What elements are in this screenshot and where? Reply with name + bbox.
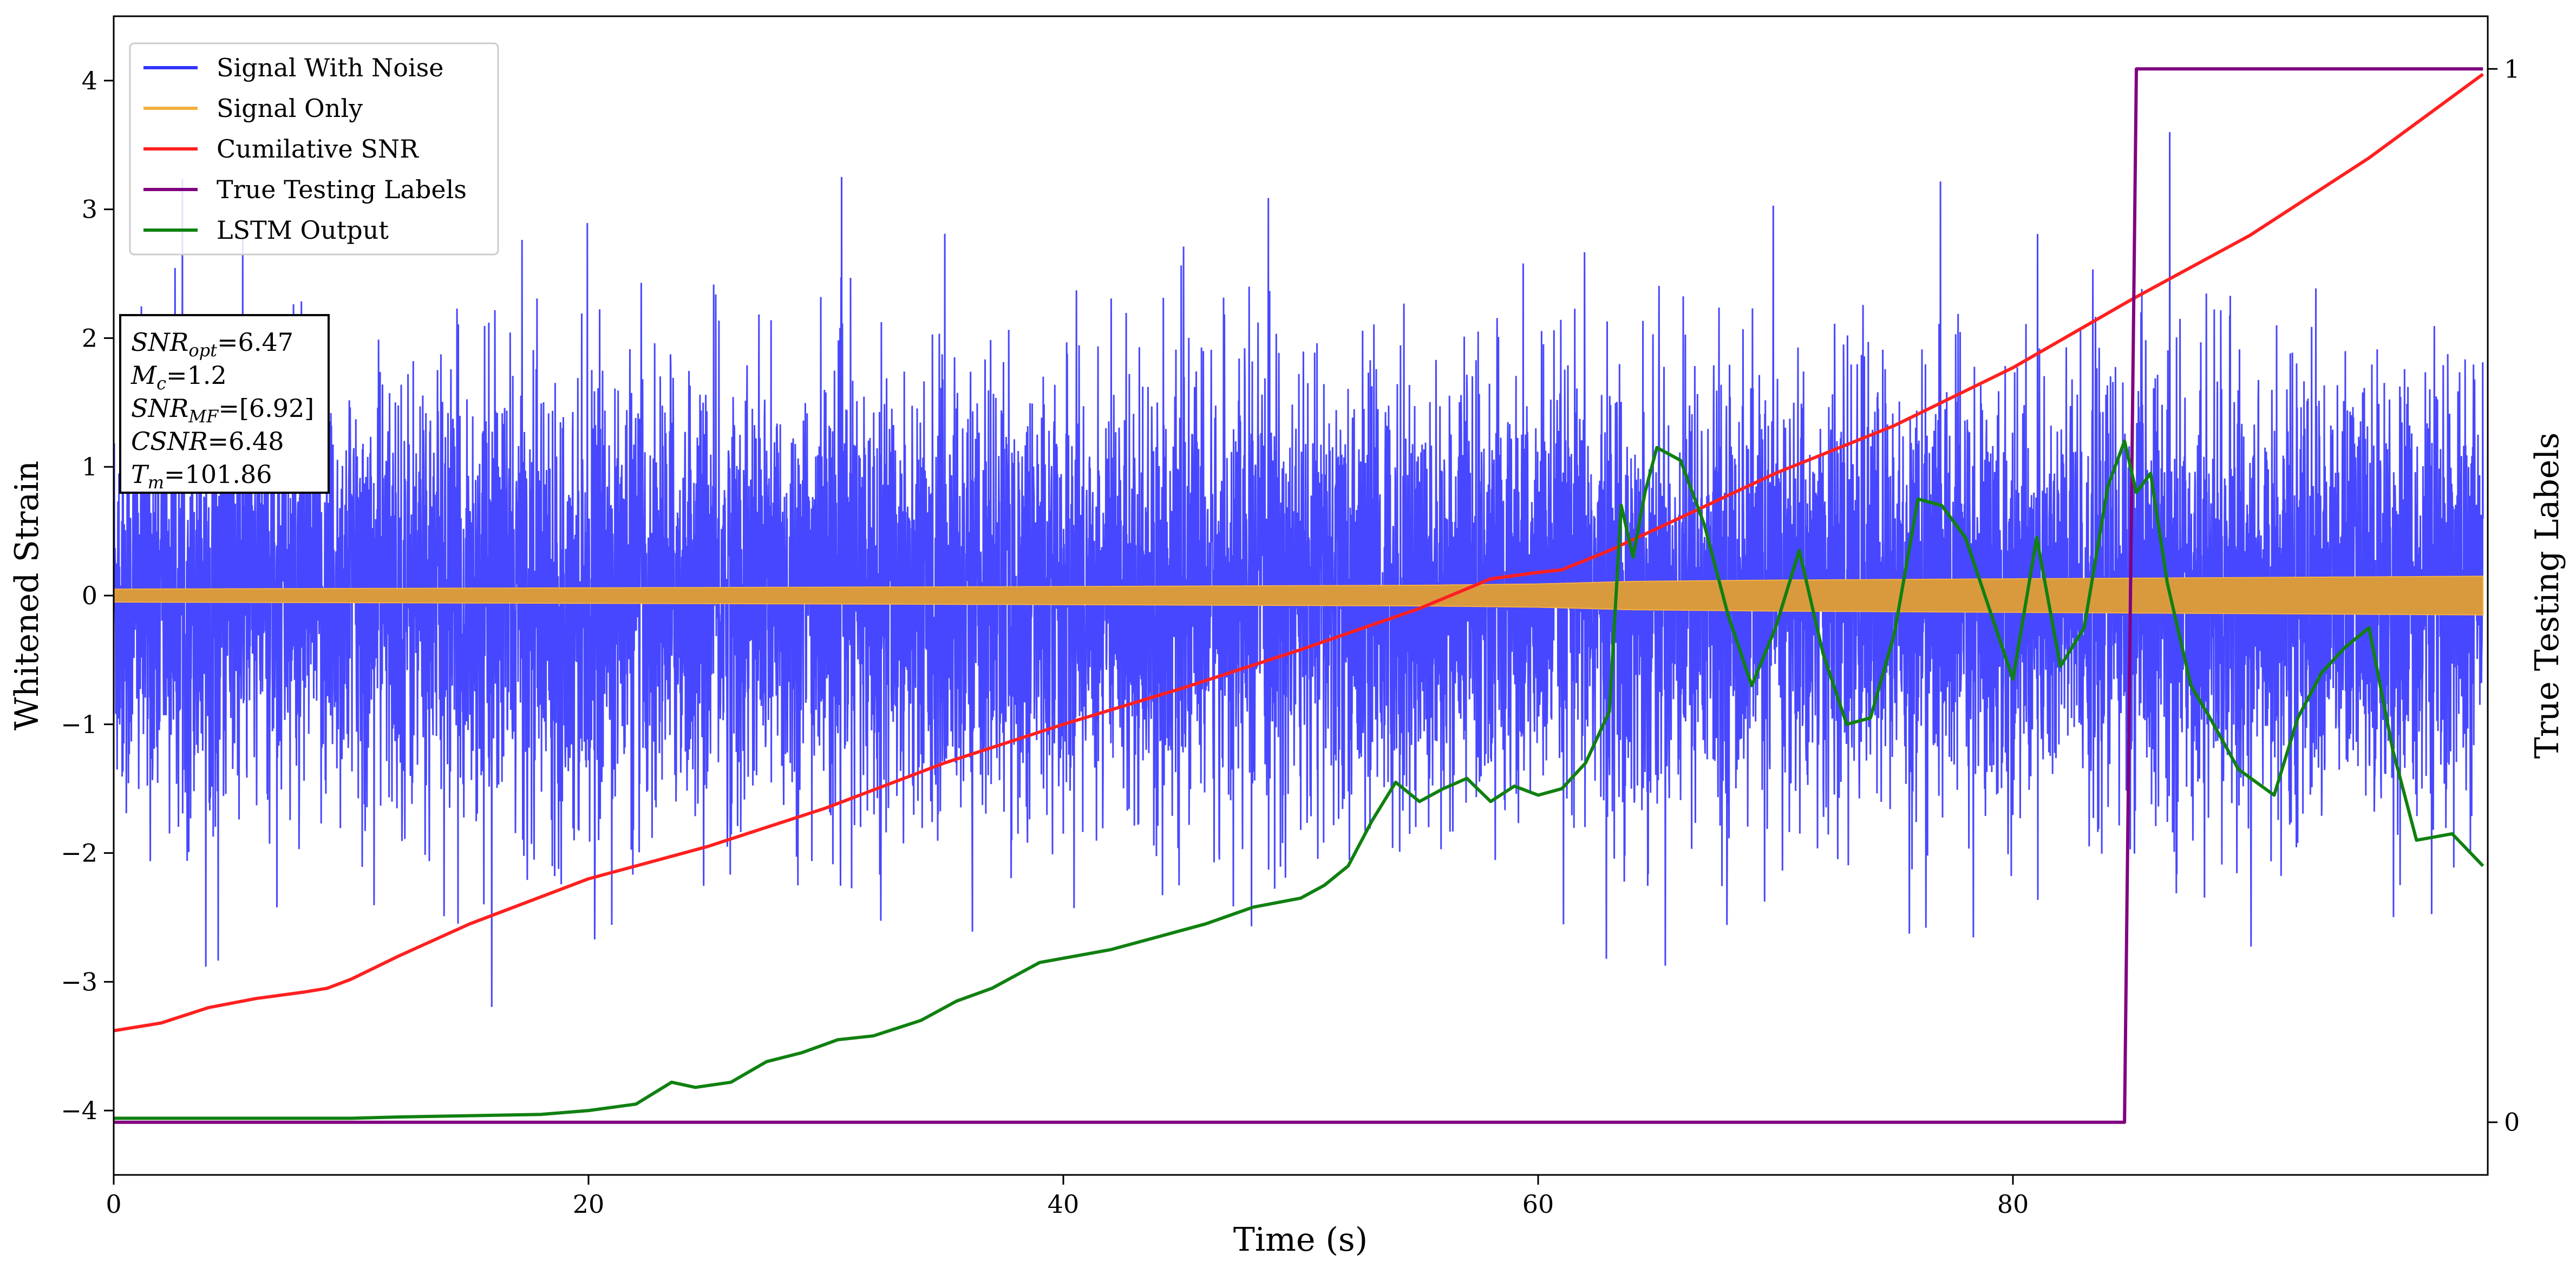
y-right-tick-label: 0 (2504, 1108, 2520, 1137)
series-lstm-output (114, 439, 2485, 1120)
annotation-line: SNRMF=[6.92] (131, 394, 314, 427)
legend: Signal With Noise Signal Only Cumilative S… (129, 42, 499, 256)
y-right-tick-label: 1 (2504, 54, 2520, 83)
legend-signal-only: Signal Only (143, 94, 363, 123)
series-true-testing-labels (114, 67, 2483, 1124)
x-tick-label: 20 (573, 1190, 605, 1219)
series-cumilative-snr (114, 73, 2484, 1033)
y-tick-label: −2 (61, 839, 97, 868)
y-tick-label: −1 (61, 710, 97, 739)
annotation-line: Mc=1.2 (130, 361, 227, 394)
legend-label: Signal With Noise (217, 53, 443, 82)
legend-lstm-output: LSTM Output (143, 215, 389, 245)
y-tick-label: 2 (82, 323, 97, 352)
y-tick-label: 1 (82, 452, 97, 481)
x-tick-label: 40 (1048, 1190, 1080, 1219)
legend-frame (129, 42, 499, 256)
legend-signal-with-noise: Signal With Noise (143, 53, 443, 82)
annotation-line: SNRopt=6.47 (131, 328, 293, 361)
annotation-frame (119, 314, 330, 494)
series-signal-with-noise (114, 132, 2484, 1007)
x-tick-label: 80 (1997, 1190, 2029, 1219)
annotation-line: CSNR=6.48 (131, 427, 284, 456)
annotation-line: Tm=101.86 (131, 460, 272, 493)
x-tick-label: 60 (1522, 1190, 1554, 1219)
y-tick-label: 3 (82, 195, 97, 224)
y-tick-label: −4 (61, 1096, 97, 1125)
legend-label: Signal Only (217, 94, 363, 123)
series-signal-only (114, 576, 2484, 616)
y-axis-title: Whitened Strain (8, 461, 46, 730)
legend-label: True Testing Labels (217, 175, 467, 204)
x-tick-label: 0 (106, 1190, 121, 1219)
legend-true-testing-labels: True Testing Labels (143, 175, 467, 204)
y-tick-label: 4 (82, 66, 97, 95)
y-right-axis-title: True Testing Labels (2528, 433, 2566, 759)
legend-cumilative-snr: Cumilative SNR (143, 134, 419, 164)
legend-label: LSTM Output (217, 215, 389, 245)
y-tick-label: −3 (61, 967, 97, 996)
legend-label: Cumilative SNR (217, 134, 419, 164)
x-axis-title: Time (s) (1233, 1221, 1368, 1259)
y-tick-label: 0 (82, 581, 97, 610)
